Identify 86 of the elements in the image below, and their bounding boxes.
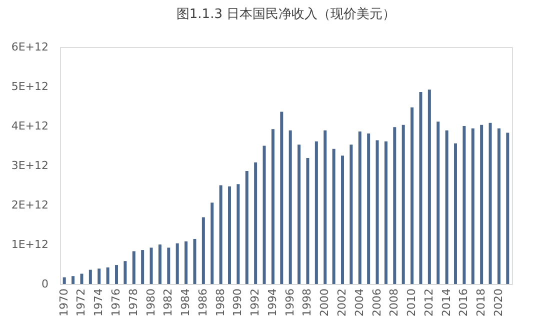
bar — [314, 141, 318, 284]
bar — [350, 144, 353, 284]
bar — [228, 186, 231, 284]
bar — [341, 156, 344, 284]
bar — [480, 124, 484, 284]
y-tick-label: 1E+12 — [11, 238, 48, 251]
bar — [410, 107, 414, 284]
bar — [384, 141, 388, 284]
bar — [280, 112, 284, 284]
bar — [506, 132, 510, 284]
x-tick-label: 2016 — [457, 288, 470, 316]
bar — [488, 122, 492, 284]
bar — [419, 92, 422, 284]
y-tick-label: 0 — [42, 278, 48, 290]
bar — [298, 144, 301, 284]
x-tick-label: 1994 — [266, 288, 279, 316]
chart-title: 图1.1.3 日本国民净收入（现价美元） — [176, 6, 396, 22]
x-tick-label: 1988 — [214, 288, 227, 316]
bar — [471, 128, 474, 284]
x-tick-label: 1984 — [179, 288, 192, 316]
bar — [72, 276, 75, 284]
bar — [245, 171, 248, 284]
x-tick-label: 1996 — [283, 288, 296, 316]
y-tick-label: 2E+12 — [11, 198, 48, 212]
bar — [236, 184, 240, 284]
x-tick-label: 2014 — [440, 288, 453, 316]
bar — [428, 90, 431, 284]
x-tick-label: 2020 — [492, 288, 505, 316]
bar — [462, 126, 466, 284]
bar — [210, 202, 214, 284]
bar — [115, 265, 118, 284]
bar — [324, 130, 327, 284]
bar — [332, 148, 336, 284]
bar — [288, 130, 292, 284]
x-tick-label: 2006 — [370, 288, 384, 316]
y-tick-label: 6E+12 — [11, 40, 48, 54]
x-tick-label: 2018 — [474, 288, 488, 316]
bar — [271, 129, 274, 284]
x-tick-label: 1974 — [92, 288, 106, 316]
x-tick-label: 1976 — [110, 288, 122, 316]
x-tick-label: 1972 — [74, 288, 88, 316]
bar — [436, 122, 440, 284]
bar — [393, 127, 396, 284]
bar — [254, 162, 258, 284]
bar — [150, 248, 153, 284]
bar — [262, 146, 266, 284]
x-tick-label: 1978 — [126, 288, 140, 316]
bar — [376, 140, 379, 284]
bar — [402, 124, 405, 284]
bar — [184, 241, 188, 284]
bar — [80, 274, 84, 284]
bar — [167, 248, 170, 284]
x-tick-label: 1992 — [248, 288, 262, 316]
bar — [202, 217, 205, 284]
x-tick-label: 1980 — [144, 288, 158, 316]
bar — [132, 251, 136, 284]
y-tick-label: 5E+12 — [11, 80, 48, 93]
x-tick-label: 2010 — [405, 288, 418, 316]
x-tick-label: 2000 — [318, 288, 332, 316]
bar — [193, 238, 196, 284]
x-tick-label: 1970 — [57, 288, 70, 316]
bar — [158, 244, 162, 284]
x-tick-label: 2002 — [336, 288, 348, 316]
bar — [176, 243, 179, 284]
x-tick-label: 1982 — [162, 288, 175, 316]
bar — [219, 185, 222, 284]
bar — [445, 130, 448, 284]
bar — [124, 261, 127, 284]
x-tick-label: 2004 — [352, 288, 366, 316]
bar — [62, 277, 66, 284]
bar — [106, 267, 110, 284]
x-tick-label: 2012 — [422, 288, 436, 316]
x-tick-label: 2008 — [388, 288, 401, 316]
bar — [497, 128, 500, 284]
bar — [358, 132, 362, 284]
x-tick-label: 1986 — [196, 288, 210, 316]
bar — [141, 250, 144, 284]
bar — [454, 143, 457, 284]
x-tick-label: 1998 — [300, 288, 314, 316]
y-tick-label: 3E+12 — [11, 159, 48, 172]
bar — [367, 134, 370, 284]
x-tick-label: 1990 — [231, 288, 244, 316]
bar — [88, 270, 92, 284]
bar — [306, 158, 310, 284]
bar — [98, 268, 101, 284]
y-tick-label: 4E+12 — [11, 120, 48, 132]
